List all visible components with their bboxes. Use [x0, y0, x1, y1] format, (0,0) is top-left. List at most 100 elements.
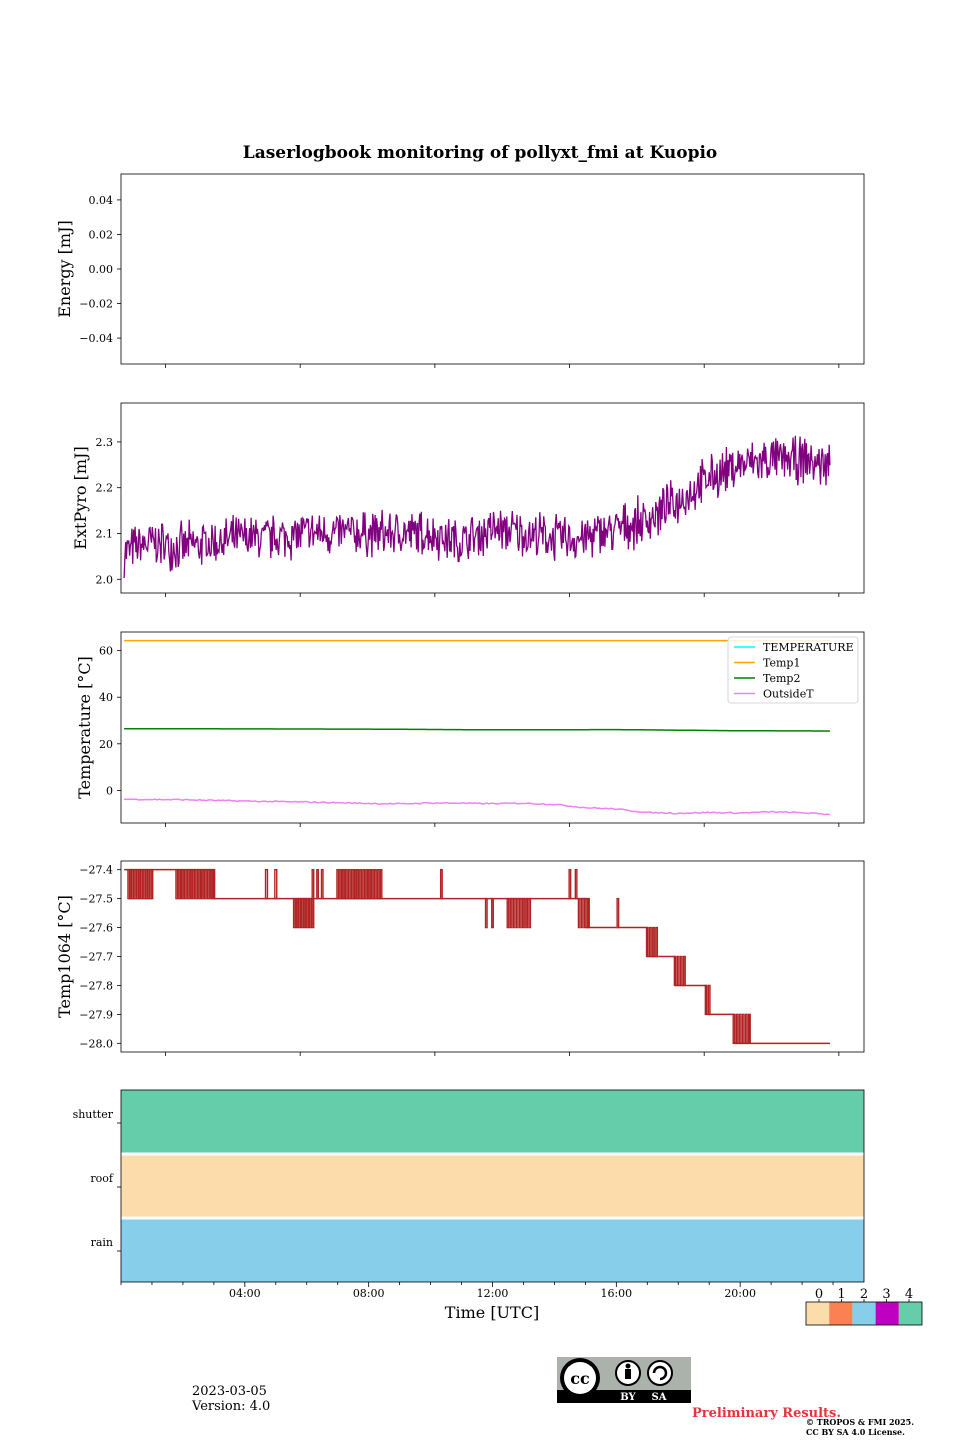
flicker-mark — [732, 1013, 736, 1045]
flicker-mark — [506, 897, 510, 929]
flicker-mark — [342, 868, 345, 900]
flicker-mark — [648, 926, 652, 958]
series-outsidet — [124, 798, 831, 816]
flicker-mark — [370, 868, 374, 900]
legend-box — [727, 636, 859, 704]
y-tick-label: 0.00 — [89, 263, 114, 276]
flicker-mark — [353, 868, 357, 900]
y-axis-label: Temperature [°C] — [75, 656, 94, 799]
flicker-mark — [198, 868, 202, 900]
colorbar-tick-label: 0 — [815, 1287, 823, 1302]
colorbar-tick-label: 3 — [882, 1287, 890, 1302]
y-tick-label: 40 — [99, 691, 113, 704]
y-tick-label: 0.04 — [89, 194, 114, 207]
y-tick-label: 60 — [99, 645, 113, 658]
flicker-mark — [673, 955, 677, 987]
y-tick-label: −0.02 — [79, 298, 113, 311]
status-row-shutter — [121, 1090, 864, 1153]
flicker-mark — [180, 868, 184, 900]
flicker-mark — [303, 897, 307, 929]
flicker-mark — [518, 897, 522, 929]
flicker-mark — [150, 868, 154, 900]
y-tick-label: 2.1 — [96, 527, 114, 540]
flicker-mark — [306, 897, 310, 929]
plot-area — [120, 173, 865, 365]
colorbar-segment-2 — [852, 1302, 876, 1325]
flicker-mark — [525, 897, 529, 929]
flicker-mark — [512, 897, 516, 929]
colorbar-tick-label: 4 — [905, 1287, 913, 1302]
flicker-mark — [212, 868, 216, 900]
flicker-mark — [359, 868, 363, 900]
y-tick-label: 0.02 — [89, 228, 114, 241]
flicker-mark — [336, 868, 340, 900]
flicker-mark — [274, 868, 278, 900]
y-tick-label: 0 — [106, 784, 113, 797]
flicker-mark — [735, 1013, 739, 1045]
flicker-mark — [344, 868, 348, 900]
status-row-label: shutter — [73, 1108, 114, 1121]
status-row-label: rain — [91, 1236, 113, 1249]
flicker-mark — [645, 926, 649, 958]
flicker-mark — [652, 926, 655, 958]
flicker-mark — [528, 897, 532, 929]
flicker-mark — [707, 984, 711, 1016]
x-tick-label: 20:00 — [724, 1287, 756, 1300]
flicker-mark — [183, 868, 187, 900]
flicker-mark — [311, 868, 315, 900]
status-row-label: roof — [90, 1172, 114, 1185]
by-label: BY — [620, 1392, 636, 1403]
flicker-mark — [373, 868, 377, 900]
y-tick-label: −27.4 — [79, 864, 113, 877]
y-tick-label: −27.9 — [79, 1008, 113, 1021]
flicker-mark — [320, 868, 324, 900]
flicker-mark — [376, 868, 380, 900]
flicker-mark — [491, 897, 494, 929]
y-tick-label: −0.04 — [79, 332, 113, 345]
y-tick-label: 20 — [99, 738, 113, 751]
flicker-mark — [316, 868, 320, 900]
flicker-mark — [682, 955, 686, 987]
x-axis-label: Time [UTC] — [445, 1303, 539, 1322]
flicker-mark — [580, 897, 584, 929]
plot-area — [120, 860, 865, 1053]
flicker-mark — [175, 868, 179, 900]
legend-label-temp1: Temp1 — [763, 657, 800, 670]
share-alike-icon — [647, 1360, 673, 1386]
flicker-mark — [522, 897, 525, 929]
flicker-mark — [295, 897, 299, 929]
flicker-mark — [308, 897, 312, 929]
flicker-mark — [741, 1013, 745, 1045]
flicker-mark — [676, 955, 680, 987]
flicker-mark — [679, 955, 683, 987]
x-tick-label: 04:00 — [229, 1287, 261, 1300]
flicker-mark — [189, 868, 193, 900]
preliminary-label: Preliminary Results. — [692, 1406, 841, 1421]
cc-logo-text: cc — [570, 1369, 590, 1388]
flicker-mark — [192, 868, 196, 900]
flicker-mark — [203, 868, 207, 900]
y-tick-label: 2.2 — [96, 482, 114, 495]
flicker-mark — [748, 1013, 751, 1045]
flicker-mark — [292, 897, 296, 929]
y-tick-label: −27.8 — [79, 979, 113, 992]
flicker-mark — [439, 868, 443, 900]
flicker-mark — [298, 897, 302, 929]
status-row-rain — [121, 1219, 864, 1282]
date-label: 2023-03-05 — [192, 1384, 267, 1399]
flicker-mark — [484, 897, 488, 929]
flicker-mark — [568, 868, 572, 900]
status-panel: shutter roof rain 04:00 08:00 12:00 16:00 20:00 — [73, 1089, 865, 1300]
y-tick-label: −27.6 — [79, 922, 113, 935]
flicker-mark — [206, 868, 210, 900]
flicker-mark — [186, 868, 190, 900]
y-tick-label: 2.0 — [96, 573, 114, 586]
flicker-mark — [300, 897, 304, 929]
flicker-mark — [347, 868, 351, 900]
flicker-mark — [515, 897, 519, 929]
flicker-mark — [339, 868, 343, 900]
flicker-mark — [744, 1013, 748, 1045]
